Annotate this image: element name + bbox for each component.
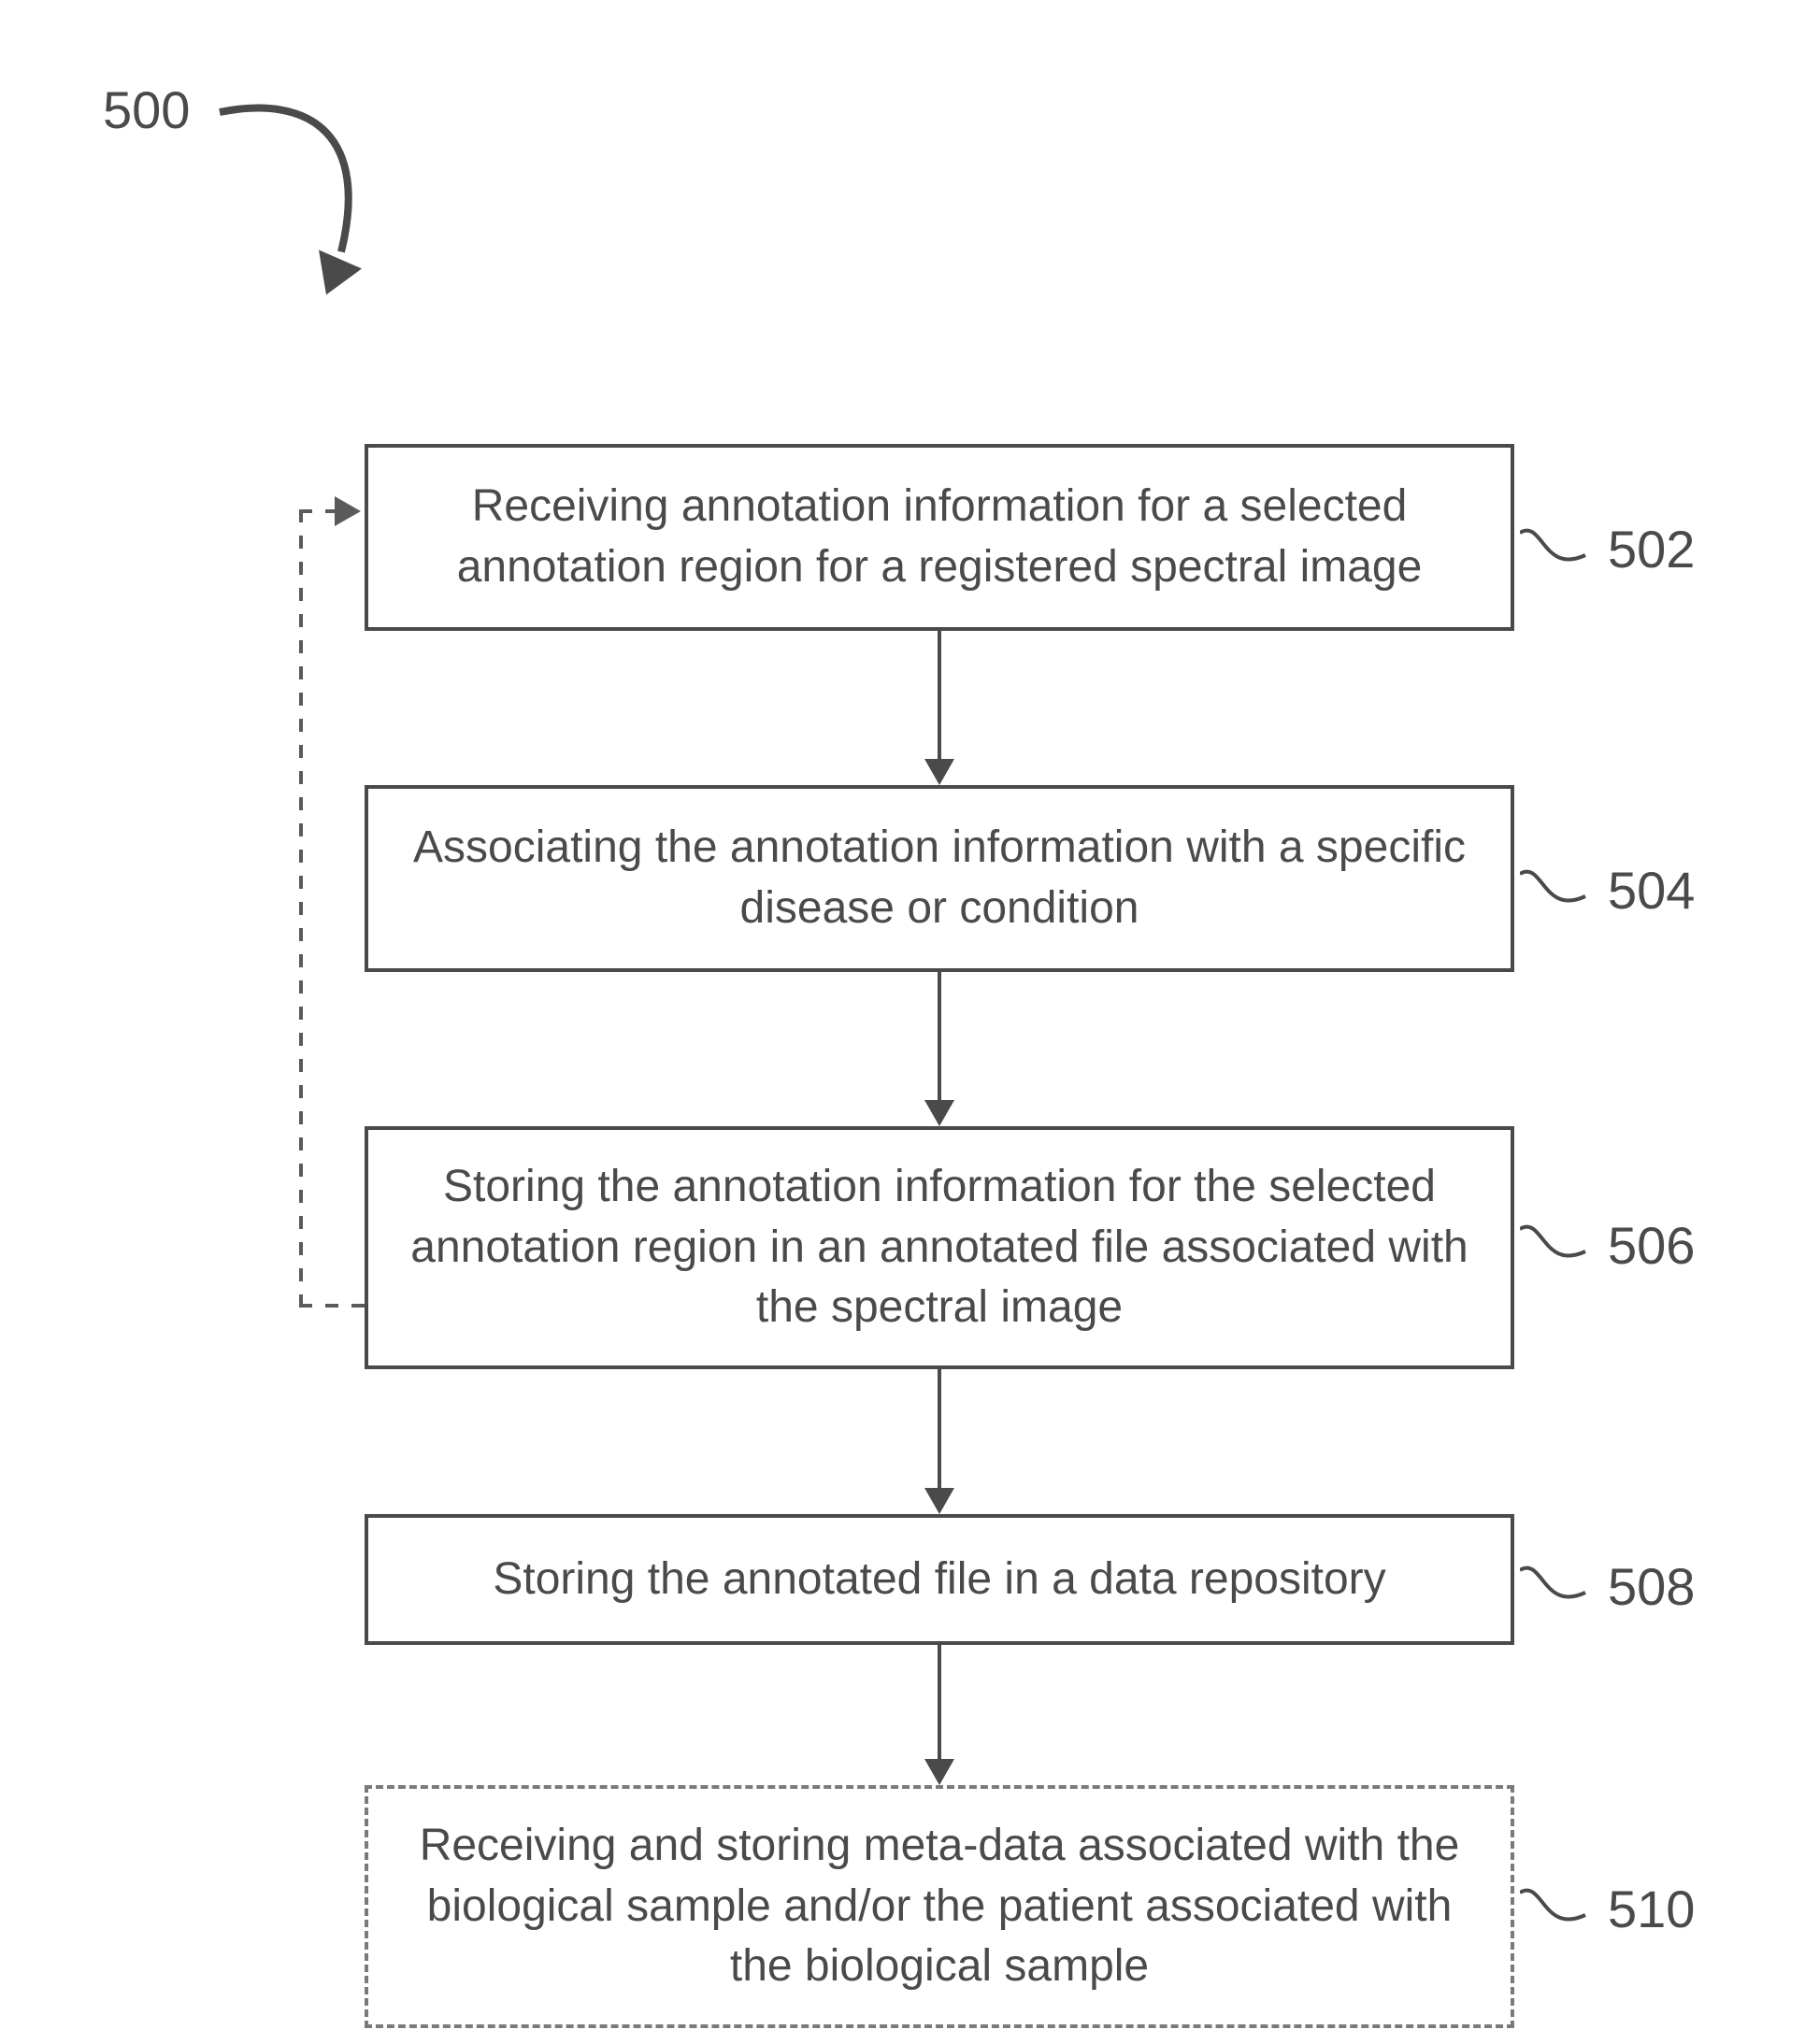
flowchart-canvas: 500Receiving annotation information for … xyxy=(0,0,1805,2044)
loop-back-arrow xyxy=(0,0,1805,2044)
